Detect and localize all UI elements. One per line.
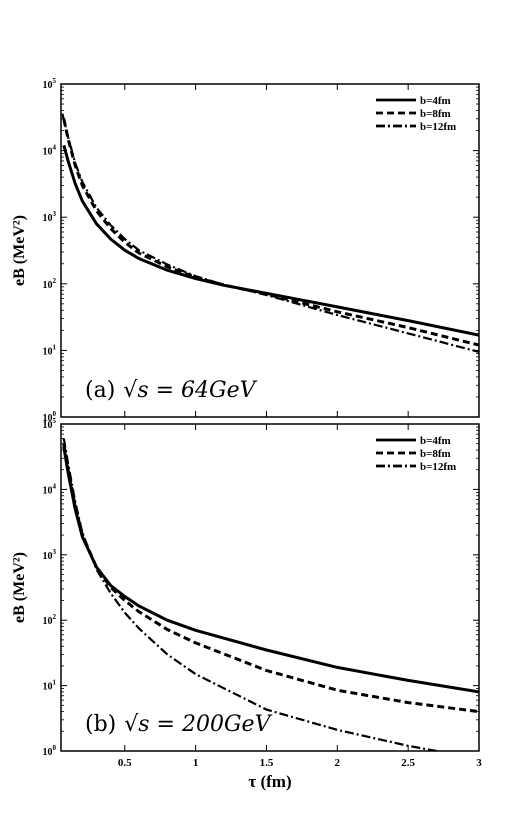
legend-label: b=4fm — [420, 95, 451, 107]
panel-annotation: (a) √s = 64GeV — [85, 378, 258, 403]
y-tick-exponent: 0 — [53, 410, 57, 418]
y-tick-exponent: 4 — [53, 482, 57, 490]
y-tick-base: 10 — [43, 413, 53, 424]
y-tick-exponent: 1 — [53, 679, 57, 687]
series-line-b=4fm — [62, 446, 479, 694]
annotation-prefix: (b) — [85, 712, 116, 737]
y-axis-label: eB (MeV²) — [11, 215, 28, 286]
y-axis-label: eB (MeV²) — [11, 552, 28, 623]
y-tick-label: 100 — [43, 744, 57, 758]
y-tick-label: 101 — [43, 679, 57, 693]
plot-frame — [60, 423, 480, 752]
y-tick-exponent: 1 — [53, 343, 57, 351]
series-line-b=4fm — [62, 144, 479, 337]
legend-label: b=12fm — [420, 121, 456, 133]
y-tick-label: 101 — [43, 343, 57, 357]
y-tick-base: 10 — [43, 682, 53, 693]
x-tick-label: 2.5 — [401, 757, 415, 769]
y-tick-label: 105 — [43, 77, 57, 91]
y-tick-label: 104 — [43, 482, 57, 496]
legend-label: b=12fm — [420, 461, 456, 473]
y-tick-base: 10 — [43, 747, 53, 758]
plot-frame — [60, 83, 480, 418]
x-tick-label: 1.5 — [260, 757, 274, 769]
annotation-prefix: (a) — [85, 378, 115, 403]
series-line-b=8fm — [62, 118, 479, 347]
y-tick-label: 100 — [43, 410, 57, 424]
y-tick-label: 102 — [43, 613, 57, 627]
y-tick-base: 10 — [43, 346, 53, 357]
y-tick-base: 10 — [43, 485, 53, 496]
x-tick-label: 2 — [335, 757, 341, 769]
x-tick-label: 1 — [193, 757, 199, 769]
y-tick-base: 10 — [43, 551, 53, 562]
y-tick-base: 10 — [43, 616, 53, 627]
y-tick-exponent: 0 — [53, 744, 57, 752]
y-tick-exponent: 2 — [53, 277, 57, 285]
y-tick-exponent: 3 — [53, 548, 57, 556]
y-tick-exponent: 3 — [53, 210, 57, 218]
panel-annotation: (b) √s = 200GeV — [85, 712, 273, 737]
annotation-energy: √s = 200GeV — [124, 712, 272, 737]
x-axis-label: τ (fm) — [248, 772, 291, 791]
series-line-b=8fm — [62, 443, 479, 714]
y-tick-base: 10 — [43, 147, 53, 158]
y-tick-exponent: 2 — [53, 613, 57, 621]
y-tick-exponent: 5 — [53, 77, 57, 85]
legend-label: b=8fm — [420, 108, 451, 120]
series-line-b=12fm — [62, 438, 445, 751]
y-tick-base: 10 — [43, 213, 53, 224]
y-tick-base: 10 — [43, 280, 53, 291]
y-tick-exponent: 4 — [53, 144, 57, 152]
x-tick-label: 0.5 — [118, 757, 132, 769]
y-tick-base: 10 — [43, 420, 53, 431]
x-tick-label: 3 — [476, 757, 482, 769]
y-tick-label: 102 — [43, 277, 57, 291]
legend-label: b=4fm — [420, 435, 451, 447]
y-tick-exponent: 5 — [53, 417, 57, 425]
y-tick-label: 105 — [43, 417, 57, 431]
y-tick-base: 10 — [43, 80, 53, 91]
y-tick-label: 103 — [43, 548, 57, 562]
series-line-b=12fm — [61, 113, 479, 353]
y-tick-label: 104 — [43, 144, 57, 158]
legend-label: b=8fm — [420, 448, 451, 460]
y-tick-label: 103 — [43, 210, 57, 224]
annotation-energy: √s = 64GeV — [123, 378, 257, 403]
